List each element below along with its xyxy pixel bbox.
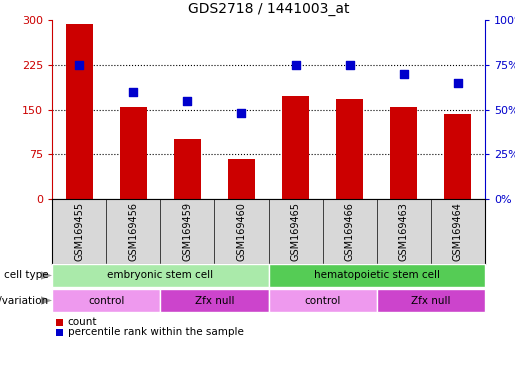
Text: GSM169465: GSM169465 (290, 202, 301, 261)
Text: GSM169456: GSM169456 (128, 202, 138, 261)
Bar (282, 96, 309, 199)
Bar (444, 114, 471, 199)
Bar (336, 99, 363, 199)
Bar (56, 319, 63, 326)
Text: embryonic stem cell: embryonic stem cell (107, 270, 213, 280)
Text: GSM169459: GSM169459 (182, 202, 192, 261)
Polygon shape (41, 271, 52, 280)
Bar (377, 289, 485, 312)
Bar (228, 159, 255, 199)
Point (129, 89, 138, 95)
Point (75, 62, 83, 68)
Point (291, 62, 300, 68)
Text: control: control (304, 296, 341, 306)
Text: genotype/variation: genotype/variation (0, 296, 49, 306)
Text: GSM169460: GSM169460 (236, 202, 247, 261)
Text: percentile rank within the sample: percentile rank within the sample (68, 327, 244, 337)
Bar (52, 264, 268, 287)
Bar (119, 106, 147, 199)
Bar (174, 139, 201, 199)
Point (454, 79, 462, 86)
Bar (52, 289, 160, 312)
Text: control: control (88, 296, 124, 306)
Text: Zfx null: Zfx null (195, 296, 234, 306)
Text: Zfx null: Zfx null (411, 296, 451, 306)
Text: GSM169463: GSM169463 (399, 202, 409, 261)
Text: GSM169464: GSM169464 (453, 202, 463, 261)
Text: GSM169466: GSM169466 (345, 202, 355, 261)
Bar (390, 106, 417, 199)
Polygon shape (41, 296, 52, 305)
Point (346, 62, 354, 68)
Bar (160, 289, 268, 312)
Bar (65, 24, 93, 199)
Point (237, 110, 246, 116)
Text: count: count (68, 317, 97, 327)
Text: GSM169455: GSM169455 (74, 202, 84, 261)
Point (400, 71, 408, 77)
Bar (268, 289, 377, 312)
Text: hematopoietic stem cell: hematopoietic stem cell (314, 270, 440, 280)
Title: GDS2718 / 1441003_at: GDS2718 / 1441003_at (188, 2, 349, 16)
Bar (56, 329, 63, 336)
Text: cell type: cell type (4, 270, 49, 280)
Point (183, 98, 192, 104)
Bar (268, 264, 485, 287)
